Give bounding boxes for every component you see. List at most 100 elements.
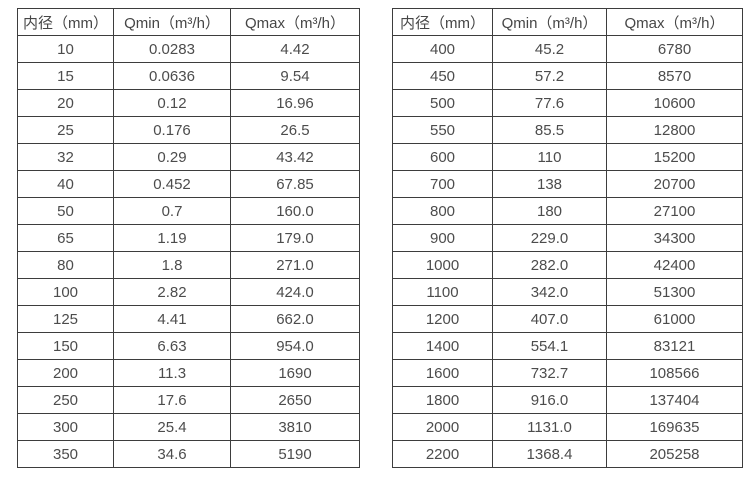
table-cell: 1800	[392, 386, 493, 414]
table-cell: 61000	[606, 305, 743, 333]
table-cell: 554.1	[492, 332, 607, 360]
table-cell: 400	[392, 35, 493, 63]
table-cell: 100	[17, 278, 114, 306]
table-cell: 916.0	[492, 386, 607, 414]
table-row: 400 45.2 6780	[392, 35, 743, 63]
table-cell: 15200	[606, 143, 743, 171]
table-cell: 500	[392, 89, 493, 117]
table-cell: 42400	[606, 251, 743, 279]
table-row: 1600 732.7 108566	[392, 359, 743, 387]
table-cell: 138	[492, 170, 607, 198]
table-cell: 900	[392, 224, 493, 252]
table-row: 20 0.12 16.96	[17, 89, 360, 117]
table-row: 1200 407.0 61000	[392, 305, 743, 333]
table-row: 1400 554.1 83121	[392, 332, 743, 360]
table-cell: 10600	[606, 89, 743, 117]
table-cell: 15	[17, 62, 114, 90]
table-cell: 43.42	[230, 143, 360, 171]
table-cell: 169635	[606, 413, 743, 441]
table-cell: 250	[17, 386, 114, 414]
table-cell: 85.5	[492, 116, 607, 144]
table-cell: 1600	[392, 359, 493, 387]
header-inner-diameter: 内径（mm）	[17, 8, 114, 36]
table-cell: 67.85	[230, 170, 360, 198]
table-cell: 34300	[606, 224, 743, 252]
table-header-row: 内径（mm） Qmin（m³/h） Qmax（m³/h）	[17, 8, 360, 36]
table-cell: 954.0	[230, 332, 360, 360]
table-cell: 77.6	[492, 89, 607, 117]
table-cell: 271.0	[230, 251, 360, 279]
table-cell: 180	[492, 197, 607, 225]
table-cell: 110	[492, 143, 607, 171]
table-cell: 10	[17, 35, 114, 63]
table-cell: 4.41	[113, 305, 231, 333]
table-cell: 34.6	[113, 440, 231, 468]
table-row: 150 6.63 954.0	[17, 332, 360, 360]
table-cell: 83121	[606, 332, 743, 360]
table-cell: 424.0	[230, 278, 360, 306]
table-cell: 45.2	[492, 35, 607, 63]
table-cell: 3810	[230, 413, 360, 441]
table-cell: 65	[17, 224, 114, 252]
table-cell: 0.7	[113, 197, 231, 225]
table-cell: 800	[392, 197, 493, 225]
table-cell: 0.12	[113, 89, 231, 117]
header-inner-diameter: 内径（mm）	[392, 8, 493, 36]
table-cell: 2.82	[113, 278, 231, 306]
table-row: 2200 1368.4 205258	[392, 440, 743, 468]
header-qmax: Qmax（m³/h）	[230, 8, 360, 36]
table-cell: 25.4	[113, 413, 231, 441]
table-cell: 1400	[392, 332, 493, 360]
table-row: 80 1.8 271.0	[17, 251, 360, 279]
table-cell: 282.0	[492, 251, 607, 279]
table-row: 40 0.452 67.85	[17, 170, 360, 198]
table-row: 200 11.3 1690	[17, 359, 360, 387]
table-cell: 300	[17, 413, 114, 441]
table-cell: 0.176	[113, 116, 231, 144]
table-cell: 0.452	[113, 170, 231, 198]
table-cell: 1100	[392, 278, 493, 306]
table-cell: 5190	[230, 440, 360, 468]
table-row: 50 0.7 160.0	[17, 197, 360, 225]
table-cell: 1131.0	[492, 413, 607, 441]
table-row: 1100 342.0 51300	[392, 278, 743, 306]
table-row: 10 0.0283 4.42	[17, 35, 360, 63]
table-cell: 40	[17, 170, 114, 198]
table-cell: 450	[392, 62, 493, 90]
table-cell: 407.0	[492, 305, 607, 333]
table-cell: 25	[17, 116, 114, 144]
table-cell: 0.0636	[113, 62, 231, 90]
table-cell: 17.6	[113, 386, 231, 414]
table-row: 350 34.6 5190	[17, 440, 360, 468]
table-row: 1000 282.0 42400	[392, 251, 743, 279]
table-row: 125 4.41 662.0	[17, 305, 360, 333]
table-cell: 600	[392, 143, 493, 171]
table-cell: 160.0	[230, 197, 360, 225]
table-cell: 2200	[392, 440, 493, 468]
table-cell: 342.0	[492, 278, 607, 306]
table-cell: 12800	[606, 116, 743, 144]
flow-table-large-diameters: 内径（mm） Qmin（m³/h） Qmax（m³/h） 400 45.2 6780…	[392, 8, 743, 468]
table-cell: 550	[392, 116, 493, 144]
table-cell: 20700	[606, 170, 743, 198]
table-row: 700 138 20700	[392, 170, 743, 198]
table-row: 1800 916.0 137404	[392, 386, 743, 414]
table-row: 25 0.176 26.5	[17, 116, 360, 144]
table-cell: 27100	[606, 197, 743, 225]
table-cell: 1368.4	[492, 440, 607, 468]
table-cell: 1.19	[113, 224, 231, 252]
table-row: 65 1.19 179.0	[17, 224, 360, 252]
table-cell: 26.5	[230, 116, 360, 144]
table-cell: 2000	[392, 413, 493, 441]
table-cell: 51300	[606, 278, 743, 306]
table-cell: 16.96	[230, 89, 360, 117]
table-cell: 6780	[606, 35, 743, 63]
table-cell: 125	[17, 305, 114, 333]
header-qmin: Qmin（m³/h）	[113, 8, 231, 36]
table-cell: 179.0	[230, 224, 360, 252]
table-cell: 50	[17, 197, 114, 225]
table-row: 800 180 27100	[392, 197, 743, 225]
table-row: 550 85.5 12800	[392, 116, 743, 144]
table-row: 32 0.29 43.42	[17, 143, 360, 171]
